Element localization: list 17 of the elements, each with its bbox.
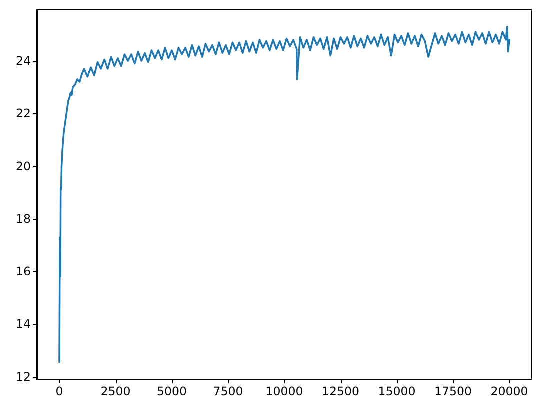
- x-tick-label: 20000: [490, 384, 528, 398]
- y-tick-label: 12: [16, 370, 31, 384]
- y-tick-label: 20: [16, 159, 31, 174]
- x-tick-label: 2500: [100, 384, 131, 398]
- x-tick-label: 15000: [378, 384, 416, 398]
- y-tick-label: 14: [16, 317, 31, 332]
- x-tick-label: 5000: [156, 384, 188, 398]
- x-tick-label: 0: [56, 384, 64, 398]
- y-tick-label: 24: [16, 54, 31, 68]
- y-tick-label: 22: [16, 106, 31, 121]
- x-tick-label: 7500: [213, 384, 244, 398]
- y-tick-label: 18: [16, 212, 31, 226]
- x-tick-label: 17500: [434, 384, 472, 398]
- y-tick-label: 16: [16, 264, 31, 279]
- line-series: [58, 26, 510, 364]
- x-tick-label: 12500: [322, 384, 360, 398]
- x-tick-label: 10000: [266, 384, 304, 398]
